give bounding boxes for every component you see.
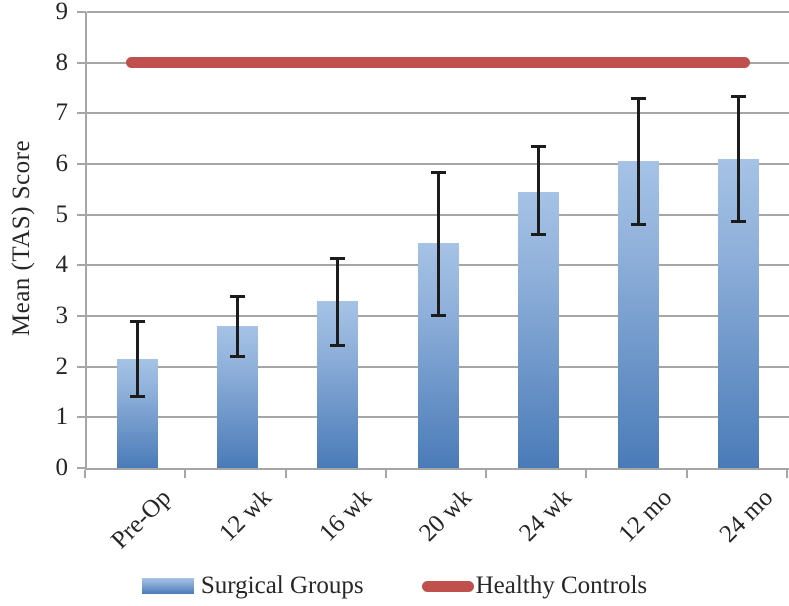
x-tick-label: 20 wk <box>414 484 478 547</box>
y-tick-label: 1 <box>55 403 69 431</box>
y-tick-label: 8 <box>55 48 69 76</box>
y-axis-tick <box>77 213 86 216</box>
y-axis-tick <box>77 112 86 115</box>
legend-label-healthy-controls: Healthy Controls <box>475 572 648 599</box>
error-bar-cap-top <box>530 145 546 149</box>
legend-swatch-line-icon <box>421 580 474 592</box>
y-axis-tick <box>77 467 86 469</box>
x-tick-label: 12 mo <box>613 484 678 548</box>
x-tick-label: 24 wk <box>514 484 578 547</box>
y-axis-tick <box>77 264 86 267</box>
y-tick-label: 7 <box>55 99 69 127</box>
legend: Surgical Groups Healthy Controls <box>0 572 789 600</box>
x-axis-tick <box>84 470 86 478</box>
x-axis-tick <box>485 470 488 478</box>
error-bar-cap-top <box>731 94 747 98</box>
error-bar-cap-bottom <box>330 344 346 348</box>
x-axis-tick <box>184 470 187 478</box>
error-bar-line <box>637 98 641 225</box>
plot-area <box>85 11 789 470</box>
y-axis-tick <box>77 416 86 419</box>
gridline <box>87 112 789 115</box>
error-bar-line <box>235 295 239 357</box>
error-bar-cap-bottom <box>731 220 747 224</box>
legend-label-surgical-groups: Surgical Groups <box>200 572 364 599</box>
error-bar-line <box>536 146 540 235</box>
y-axis-tick <box>77 365 86 368</box>
x-axis-tick <box>585 470 588 478</box>
x-tick-label: 16 wk <box>313 484 377 547</box>
x-axis-tick <box>685 470 688 478</box>
y-tick-label: 6 <box>55 150 69 177</box>
error-bar-line <box>737 95 741 223</box>
y-tick-label: 2 <box>55 352 69 380</box>
error-bar-cap-bottom <box>430 314 446 317</box>
legend-swatch-bar-icon <box>141 578 194 594</box>
error-bar-cap-top <box>631 97 647 101</box>
gridline <box>87 163 789 165</box>
error-bar-cap-bottom <box>631 222 647 226</box>
y-tick-label: 3 <box>55 302 69 329</box>
error-bar-line <box>135 321 139 398</box>
error-bar-cap-bottom <box>229 354 245 358</box>
x-axis-tick <box>284 470 287 478</box>
x-axis-tick <box>384 470 387 478</box>
y-axis-tick <box>77 163 86 165</box>
error-bar-cap-bottom <box>530 232 546 236</box>
error-bar-cap-top <box>330 256 346 260</box>
error-bar-cap-top <box>129 320 145 324</box>
y-axis-tick <box>77 11 86 13</box>
legend-item-surgical-groups: Surgical Groups <box>141 572 364 600</box>
x-tick-label: 24 mo <box>714 484 778 548</box>
x-tick-label: 12 wk <box>213 484 277 547</box>
x-tick-label: Pre-Op <box>106 484 177 555</box>
y-axis-tick <box>77 315 86 317</box>
legend-item-healthy-controls: Healthy Controls <box>421 572 648 600</box>
y-tick-label: 9 <box>55 0 69 25</box>
error-bar-cap-top <box>430 170 446 174</box>
error-bar-cap-top <box>229 294 245 298</box>
y-axis-tick <box>77 61 86 64</box>
bar-24-wk <box>517 191 559 468</box>
error-bar-line <box>436 171 440 316</box>
y-tick-label: 4 <box>55 251 69 279</box>
error-bar-line <box>336 257 340 347</box>
x-axis-tick <box>786 470 788 478</box>
y-tick-label: 0 <box>55 454 69 481</box>
healthy-controls-line <box>126 57 750 69</box>
y-tick-label: 5 <box>55 200 69 228</box>
gridline <box>87 11 789 13</box>
error-bar-cap-bottom <box>129 395 145 399</box>
